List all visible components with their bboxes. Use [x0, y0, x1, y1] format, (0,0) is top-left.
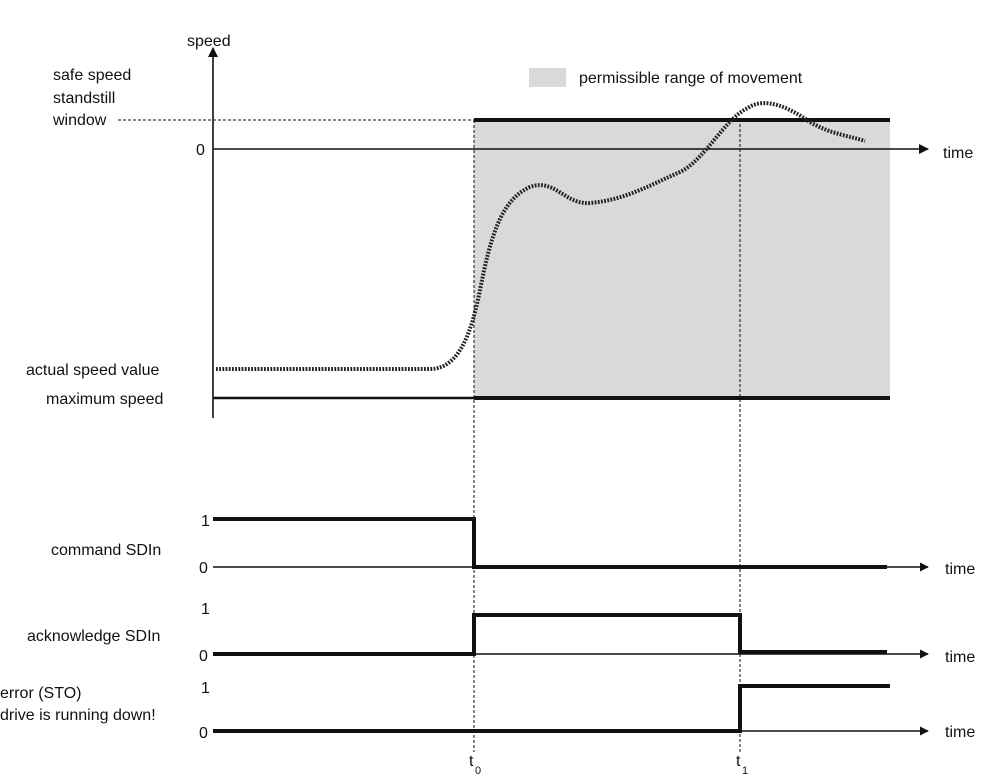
t0-label: t 0: [469, 753, 481, 777]
acknowledge-signal-label: acknowledge SDIn: [27, 628, 160, 645]
permissible-range-area: [474, 120, 890, 398]
error-signal-waveform: [213, 684, 890, 733]
acknowledge-low-label: 0: [199, 648, 208, 665]
t1-label-base: t: [736, 753, 741, 770]
speed-time-label: time: [943, 145, 973, 162]
error-signal-label-line2: drive is running down!: [0, 707, 156, 724]
command-high-label: 1: [201, 513, 210, 530]
command-time-label: time: [945, 561, 975, 578]
error-signal-label-line1: error (STO): [0, 685, 81, 702]
command-signal-waveform: [213, 517, 887, 569]
command-low-label: 0: [199, 560, 208, 577]
acknowledge-signal-waveform: [213, 613, 887, 656]
error-time-label: time: [945, 724, 975, 741]
acknowledge-high-label: 1: [201, 601, 210, 618]
acknowledge-signal-group: acknowledge SDIn 1 0 time: [27, 601, 975, 666]
t0-label-base: t: [469, 753, 474, 770]
command-signal-label: command SDIn: [51, 542, 161, 559]
safe-speed-label-line1: safe speed: [53, 67, 131, 84]
t1-label: t 1: [736, 753, 748, 777]
safe-speed-label-line3: window: [52, 112, 107, 129]
error-high-label: 1: [201, 680, 210, 697]
error-low-label: 0: [199, 725, 208, 742]
acknowledge-time-label: time: [945, 649, 975, 666]
error-signal-group: error (STO) drive is running down! 1 0 t…: [0, 680, 975, 742]
t1-label-subscript: 1: [742, 765, 748, 777]
t0-label-subscript: 0: [475, 765, 481, 777]
actual-speed-curve: [216, 101, 866, 371]
maximum-speed-label: maximum speed: [46, 391, 163, 408]
legend-swatch: [529, 68, 566, 87]
speed-axis-label: speed: [187, 33, 231, 50]
legend-label: permissible range of movement: [579, 70, 803, 87]
command-signal-group: command SDIn 1 0 time: [51, 513, 975, 578]
safe-speed-label-line2: standstill: [53, 90, 115, 107]
actual-speed-label: actual speed value: [26, 362, 160, 379]
zero-speed-label: 0: [196, 142, 205, 159]
